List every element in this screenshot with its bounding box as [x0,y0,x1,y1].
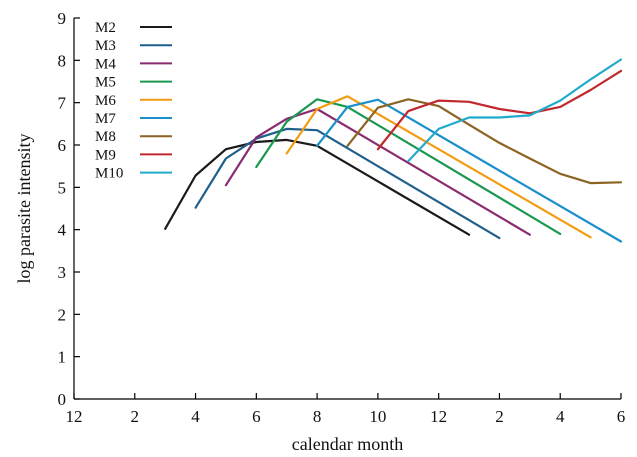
legend-label-m5: M5 [95,75,116,91]
legend-label-m8: M8 [95,129,116,145]
series-line-m6 [285,95,592,239]
y-tick-label: 8 [58,51,67,70]
series-line-m4 [224,107,531,236]
x-tick-label: 6 [617,407,626,426]
x-tick-label: 2 [131,407,140,426]
legend-label-m2: M2 [95,20,116,36]
series-lines [164,58,623,243]
x-tick-label: 10 [369,407,386,426]
x-tick-label: 12 [66,407,83,426]
series-line-m8 [346,98,623,185]
x-tick-label: 4 [191,407,200,426]
y-tick-label: 0 [58,390,67,409]
x-tick-label: 12 [430,407,447,426]
x-tick-label: 4 [556,407,565,426]
legend-label-m10: M10 [95,166,123,182]
x-axis-label: calendar month [292,434,403,454]
x-tick-label: 6 [252,407,261,426]
y-tick-label: 6 [58,136,67,155]
y-tick-label: 3 [58,263,67,282]
x-tick-label: 2 [495,407,504,426]
y-tick-label: 4 [58,221,67,240]
series-line-m2 [164,138,471,236]
legend: M2 M3 M4 M5 M6 M7 M8 M9 M10 [95,20,172,182]
y-tick-label: 9 [58,9,67,28]
y-tick-label: 5 [58,178,67,197]
legend-label-m6: M6 [95,93,116,109]
series-line-m5 [255,98,562,235]
series-line-m10 [407,58,623,163]
series-line-m7 [316,98,623,243]
legend-label-m3: M3 [95,38,116,54]
legend-label-m7: M7 [95,111,116,127]
y-axis-label: log parasite intensity [14,134,34,284]
series-line-m9 [376,69,623,151]
y-tick-label: 1 [58,348,67,367]
legend-label-m9: M9 [95,147,116,163]
y-tick-label: 7 [58,94,67,113]
series-line-m3 [194,127,501,240]
y-tick-label: 2 [58,305,67,324]
legend-label-m4: M4 [95,56,116,72]
x-tick-label: 8 [313,407,322,426]
